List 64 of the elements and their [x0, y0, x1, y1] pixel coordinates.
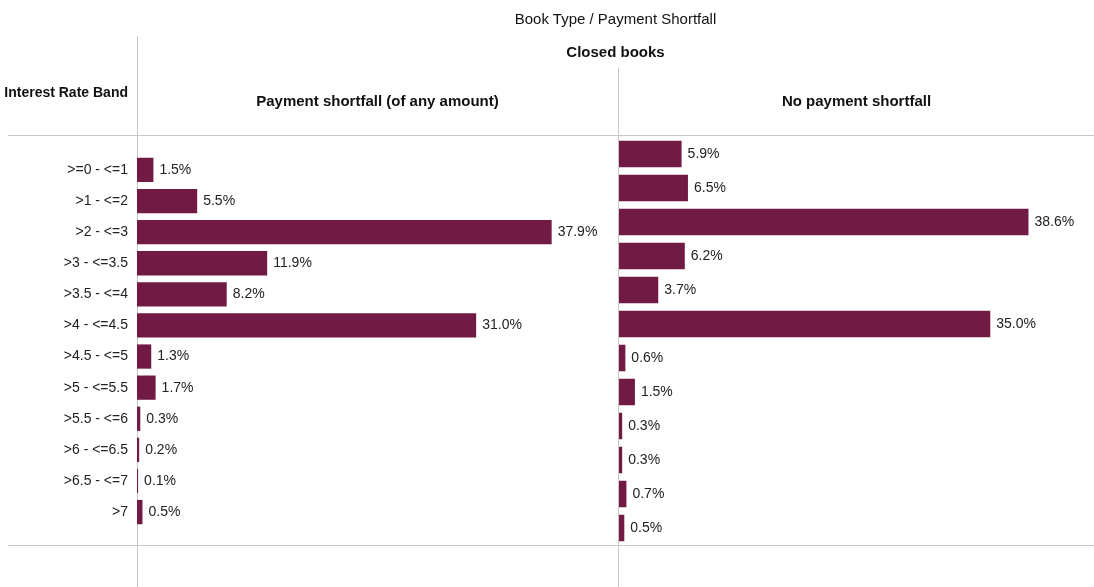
data-label: 35.0% — [996, 314, 1036, 331]
bar — [137, 157, 154, 183]
bar — [137, 188, 198, 214]
data-label: 38.6% — [1034, 212, 1075, 229]
data-label: 1.5% — [640, 382, 673, 399]
bar — [137, 282, 227, 307]
bar — [619, 446, 623, 474]
bar — [137, 499, 143, 525]
data-label: 0.3% — [628, 450, 661, 467]
data-label: 1.5% — [159, 160, 192, 177]
data-label: 3.7% — [664, 280, 697, 297]
data-label: 0.5% — [630, 518, 663, 535]
data-label: 6.5% — [693, 178, 726, 195]
data-label: 5.5% — [203, 191, 236, 208]
y-tick-label: >3.5 - <=4 — [63, 285, 129, 302]
data-label: 0.3% — [628, 416, 661, 433]
y-tick-label: >3 - <=3.5 — [63, 254, 129, 271]
data-label: 31.0% — [482, 316, 522, 333]
bar — [137, 406, 141, 431]
chart-title: No payment shortfall — [780, 92, 933, 109]
bar — [619, 310, 991, 338]
bar — [137, 437, 140, 462]
text: Closed books — [565, 43, 666, 60]
bar — [137, 220, 552, 245]
bar — [619, 242, 685, 270]
bar — [137, 344, 152, 369]
y-tick-label: >4.5 - <=5 — [63, 347, 129, 364]
y-tick-label: >5.5 - <=6 — [63, 409, 129, 426]
data-label: 6.2% — [690, 246, 723, 263]
y-axis-title: Interest Rate Band — [3, 83, 128, 102]
data-label: 0.6% — [631, 348, 664, 365]
bar — [619, 276, 659, 304]
bar — [619, 480, 627, 508]
data-label: 8.2% — [232, 285, 265, 302]
y-tick-label: >5 - <=5.5 — [63, 378, 129, 395]
data-label: 0.3% — [146, 409, 179, 426]
data-label: 0.7% — [632, 484, 665, 501]
bar — [619, 412, 623, 440]
y-tick-label: >6.5 - <=7 — [63, 471, 129, 488]
data-label: 11.9% — [273, 254, 312, 271]
text: Book Type / Payment Shortfall — [513, 10, 718, 27]
bar — [619, 344, 626, 372]
y-tick-label: >6 - <=6.5 — [63, 440, 129, 457]
y-tick-label: >=0 - <=1 — [67, 160, 129, 177]
bar — [619, 514, 625, 542]
y-tick-label: >7 — [112, 502, 129, 519]
bar — [619, 208, 1029, 236]
data-label: 0.2% — [145, 440, 178, 457]
bar — [619, 378, 635, 406]
bar — [137, 375, 156, 400]
data-label: 1.7% — [161, 378, 194, 395]
bar — [619, 174, 688, 202]
data-label: 0.5% — [148, 502, 181, 519]
bar — [137, 313, 477, 338]
chart-title: Payment shortfall (of any amount) — [255, 92, 500, 109]
data-label: 37.9% — [557, 223, 598, 240]
y-tick-label: >2 - <=3 — [75, 223, 129, 240]
y-tick-label: >1 - <=2 — [75, 191, 129, 208]
data-label: 0.1% — [144, 471, 177, 488]
data-label: 1.3% — [157, 347, 190, 364]
bar — [137, 251, 268, 276]
y-tick-label: >4 - <=4.5 — [63, 316, 129, 333]
data-label: 5.9% — [687, 144, 720, 161]
bar — [619, 140, 682, 168]
